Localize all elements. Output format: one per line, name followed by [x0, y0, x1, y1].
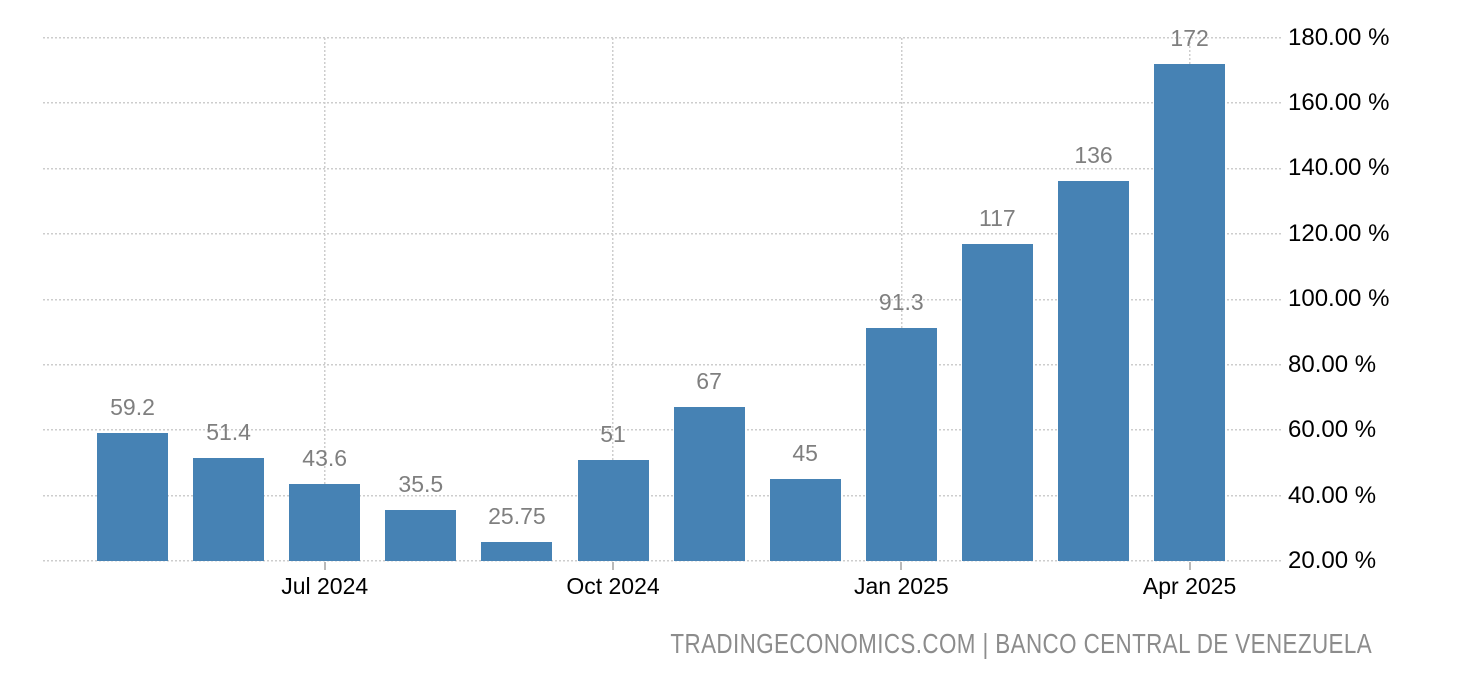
x-axis-label: Apr 2025 [1142, 573, 1237, 599]
x-gridline [323, 37, 326, 561]
bar-jul-2024[interactable] [289, 483, 361, 561]
y-gridline [43, 363, 1281, 366]
x-tick-mark [612, 562, 614, 570]
y-gridline [43, 560, 1281, 563]
bar-feb-2025[interactable] [961, 243, 1033, 561]
y-gridline [43, 167, 1281, 170]
y-gridline [43, 298, 1281, 301]
x-gridline [900, 37, 903, 561]
x-axis-label: Oct 2024 [566, 573, 660, 599]
y-axis-label: 180.00 % [1288, 23, 1390, 51]
bar-jun-2024[interactable] [193, 458, 265, 561]
y-gridline [43, 494, 1281, 497]
y-axis-label: 80.00 % [1288, 350, 1377, 378]
bar-value-label: 117 [979, 204, 1016, 231]
x-tick-mark [900, 562, 903, 570]
bar-value-label: 67 [696, 368, 722, 395]
bar-value-label: 25.75 [488, 503, 546, 530]
bar-value-label: 136 [1074, 142, 1113, 169]
x-axis-label: Jan 2025 [853, 573, 949, 599]
y-axis-label: 60.00 % [1288, 416, 1377, 444]
y-axis-label: 120.00 % [1288, 219, 1390, 247]
x-tick-mark [1188, 562, 1191, 570]
y-gridline [43, 429, 1281, 432]
y-axis-label: 160.00 % [1288, 88, 1390, 116]
bar-apr-2025[interactable] [1154, 63, 1226, 561]
x-axis-label: Jul 2024 [281, 573, 369, 599]
bar-value-label: 51.4 [206, 419, 251, 446]
y-gridline [43, 233, 1281, 236]
bar-oct-2024[interactable] [577, 459, 649, 561]
y-gridline [43, 102, 1281, 105]
bar-aug-2024[interactable] [385, 510, 457, 561]
y-gridline [43, 36, 1281, 39]
bar-value-label: 59.2 [110, 393, 155, 420]
attribution-text: TRADINGECONOMICS.COM | BANCO CENTRAL DE … [670, 628, 1372, 659]
bar-value-label: 45 [792, 440, 818, 467]
y-axis-label: 140.00 % [1288, 154, 1390, 182]
bar-value-label: 91.3 [878, 288, 924, 315]
bar-jan-2025[interactable] [865, 327, 937, 561]
y-axis-label: 100.00 % [1288, 285, 1390, 313]
bar-mar-2025[interactable] [1058, 181, 1129, 561]
bar-may-2024[interactable] [97, 432, 168, 561]
bar-sep-2024[interactable] [481, 542, 553, 561]
y-axis-label: 20.00 % [1288, 547, 1377, 574]
bar-nov-2024[interactable] [673, 407, 745, 561]
bar-dec-2024[interactable] [769, 479, 841, 561]
y-axis-label: 40.00 % [1288, 481, 1377, 509]
bar-value-label: 51 [600, 420, 626, 447]
bar-value-label: 172 [1170, 24, 1209, 51]
x-gridline [612, 37, 615, 561]
x-tick-mark [323, 562, 326, 570]
bar-value-label: 35.5 [398, 471, 444, 498]
bar-value-label: 43.6 [302, 444, 348, 471]
